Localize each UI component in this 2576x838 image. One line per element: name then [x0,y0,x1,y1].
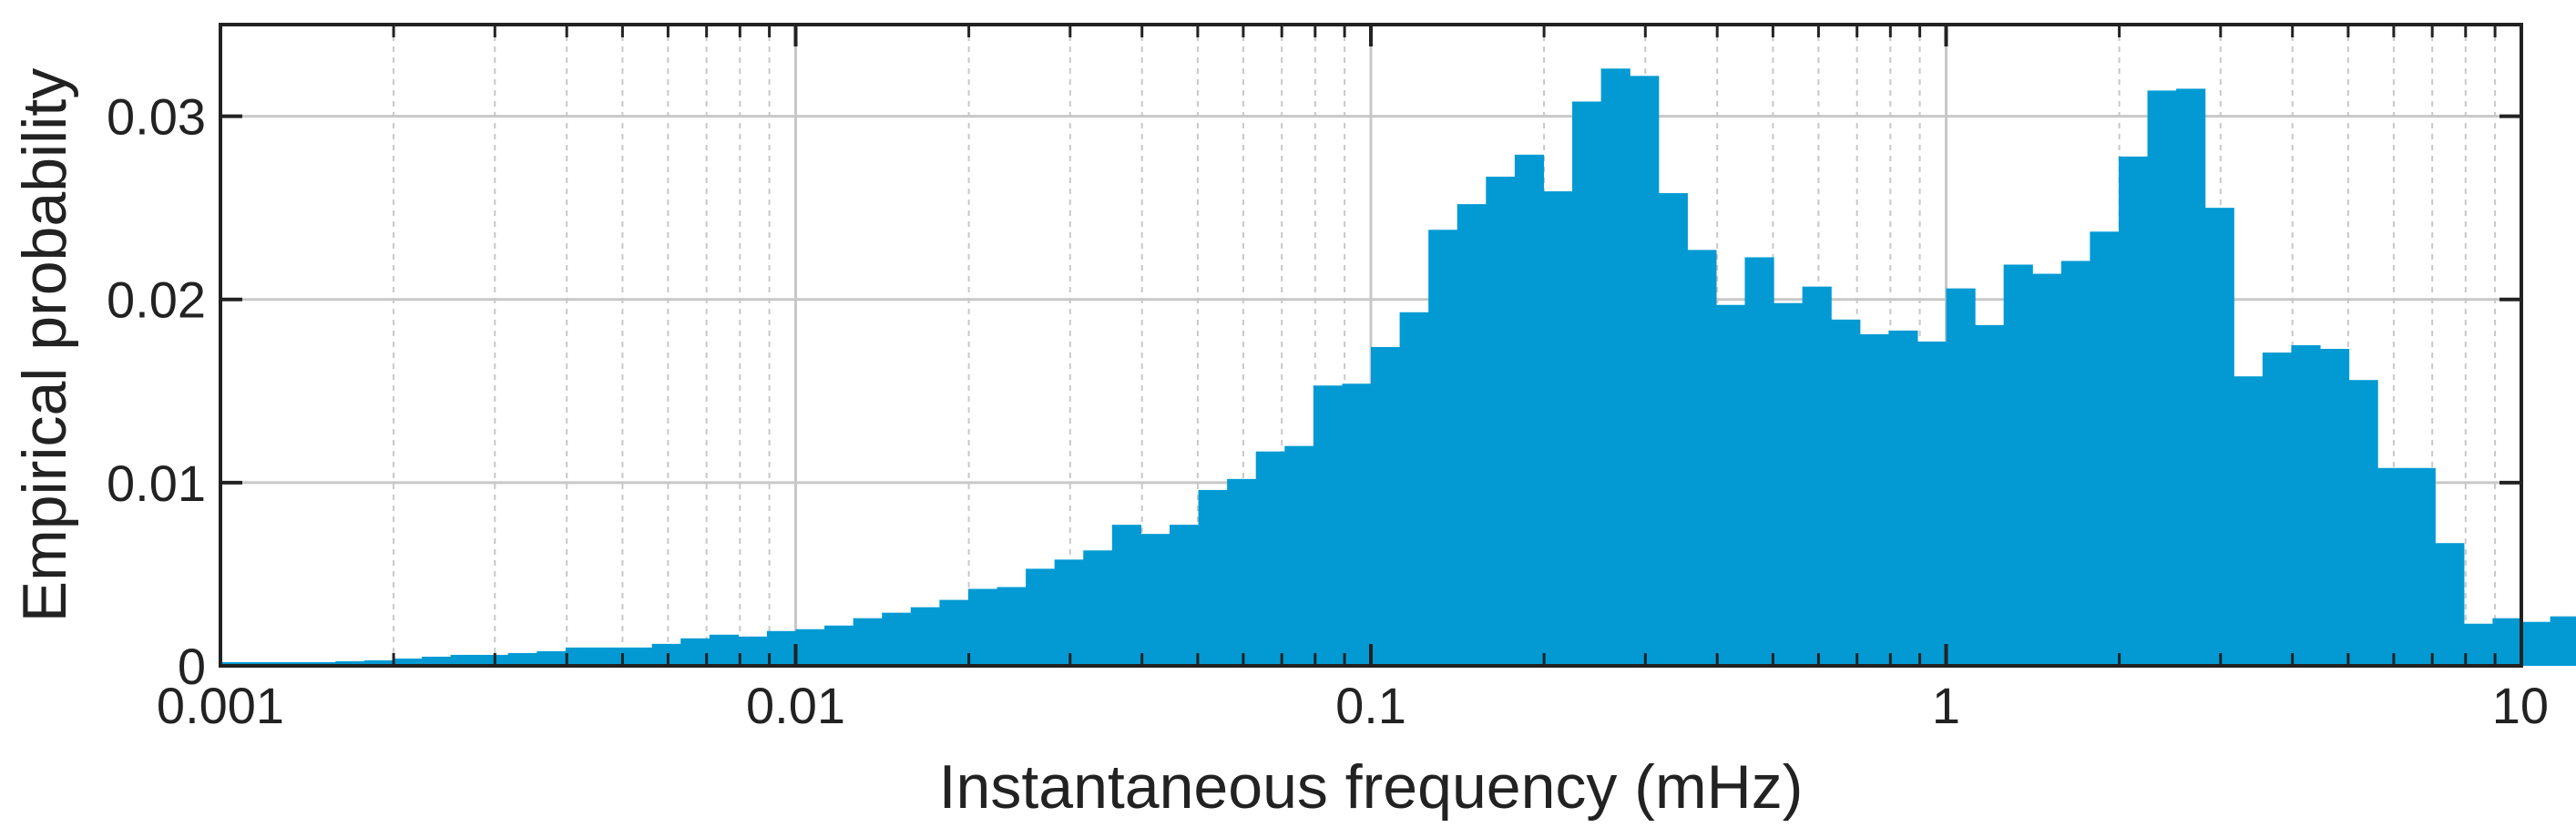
histogram-bar [1744,257,1774,666]
histogram-bar [1514,154,1545,667]
histogram-bar [967,588,998,666]
histogram-bar [1715,304,1746,666]
histogram-bar [1169,525,1200,666]
histogram-bar [2060,261,2090,666]
histogram-bar [1975,324,2005,666]
histogram-bar [766,630,797,666]
histogram-bar [1198,489,1228,666]
tick-labels: 0.001 0.01 0.1 1 10 0 0.01 0.02 0.03 [107,88,2549,734]
histogram-bar [1630,76,1660,666]
histogram-bar [2262,353,2292,666]
histogram-bar [2176,88,2206,666]
histogram-bar [1802,286,1832,666]
histogram-bar [1026,568,1056,666]
x-tick-label: 10 [2492,677,2549,734]
axis-ticks [219,25,2523,668]
histogram-bar [2492,618,2522,666]
histogram-bar [1140,534,1170,666]
histogram-bar [249,661,279,666]
histogram-bar [2003,264,2033,666]
histogram-bar [1111,525,1141,666]
histogram-bar [507,652,537,666]
histogram-bar [2435,543,2465,666]
histogram-bar [1371,347,1401,666]
histogram-bar [1313,385,1344,666]
histogram-bar [1946,288,1976,666]
histogram-bar [1543,191,1573,667]
histogram-bar [738,636,768,666]
histogram-bar [450,654,480,666]
histogram-bar [680,638,710,666]
histogram-bar [824,625,854,666]
histogram-bar [1284,445,1314,666]
y-tick-label: 0.01 [107,455,206,512]
x-tick-label: 0.01 [746,677,845,734]
histogram-bar [1342,383,1372,666]
histogram-bar [422,656,452,666]
histogram-bar [2204,208,2234,666]
histogram-bar [1457,204,1487,666]
histogram-bar [882,612,912,666]
histogram-bar [910,607,940,666]
histogram-bar [1428,230,1458,666]
histogram-bar [1687,250,1717,666]
y-tick-label: 0 [178,638,206,695]
histogram-bar [1054,559,1084,666]
histogram-bar [2032,273,2062,666]
y-axis-title: Empirical probability [10,68,79,622]
histogram-bar [2234,376,2264,666]
histogram-bar [2463,623,2494,666]
histogram-bar [1255,451,1285,666]
histogram-bar [1888,330,1918,666]
histogram-bar [2147,90,2177,666]
histogram-bar [393,658,423,666]
histogram-bar [306,661,336,666]
histogram-bar [709,634,739,666]
histogram-bar [1917,341,1947,666]
histogram-bar [2550,616,2576,666]
histogram-bar [1658,193,1688,667]
histogram-bar [537,650,567,666]
histogram-bar [335,660,365,666]
histogram-bar [2377,467,2407,666]
histogram-bar [2348,380,2378,666]
histogram-bar [1572,101,1602,667]
histogram-bar [1600,68,1630,666]
histogram-bar [363,659,394,666]
histogram-bar [623,647,653,666]
histogram-bar [2319,349,2350,666]
histogram-bar [853,618,883,666]
histogram-bar [795,628,825,666]
histogram-bar [1859,333,1889,666]
histogram-bar [2406,467,2436,666]
histogram-bar [278,661,308,666]
histogram-bar [594,647,624,666]
plot-frame [219,23,2523,668]
y-tick-label: 0.03 [107,88,206,146]
histogram-bar [1486,176,1516,666]
x-tick-label: 0.1 [1335,677,1406,734]
x-axis-title: Instantaneous frequency (mHz) [939,752,1804,822]
histogram-bar [1399,312,1429,666]
y-tick-label: 0.02 [107,271,206,329]
histogram-bars [220,68,2576,667]
x-tick-label: 1 [1932,677,1960,734]
histogram-bar [2291,345,2321,666]
histogram-bar [1083,550,1113,666]
histogram-bar [1774,302,1804,666]
histogram-bar [997,587,1027,666]
histogram-bar [2521,621,2551,666]
histogram-bar [1227,478,1257,666]
x-tick-label: 0.001 [157,677,284,734]
histogram-bar [651,643,681,666]
histogram-bar [2118,156,2149,666]
histogram-bar [2090,231,2120,666]
histogram-bar [565,647,596,666]
histogram-bar [939,599,969,666]
histogram-bar [220,661,250,666]
histogram-bar [1831,319,1861,666]
